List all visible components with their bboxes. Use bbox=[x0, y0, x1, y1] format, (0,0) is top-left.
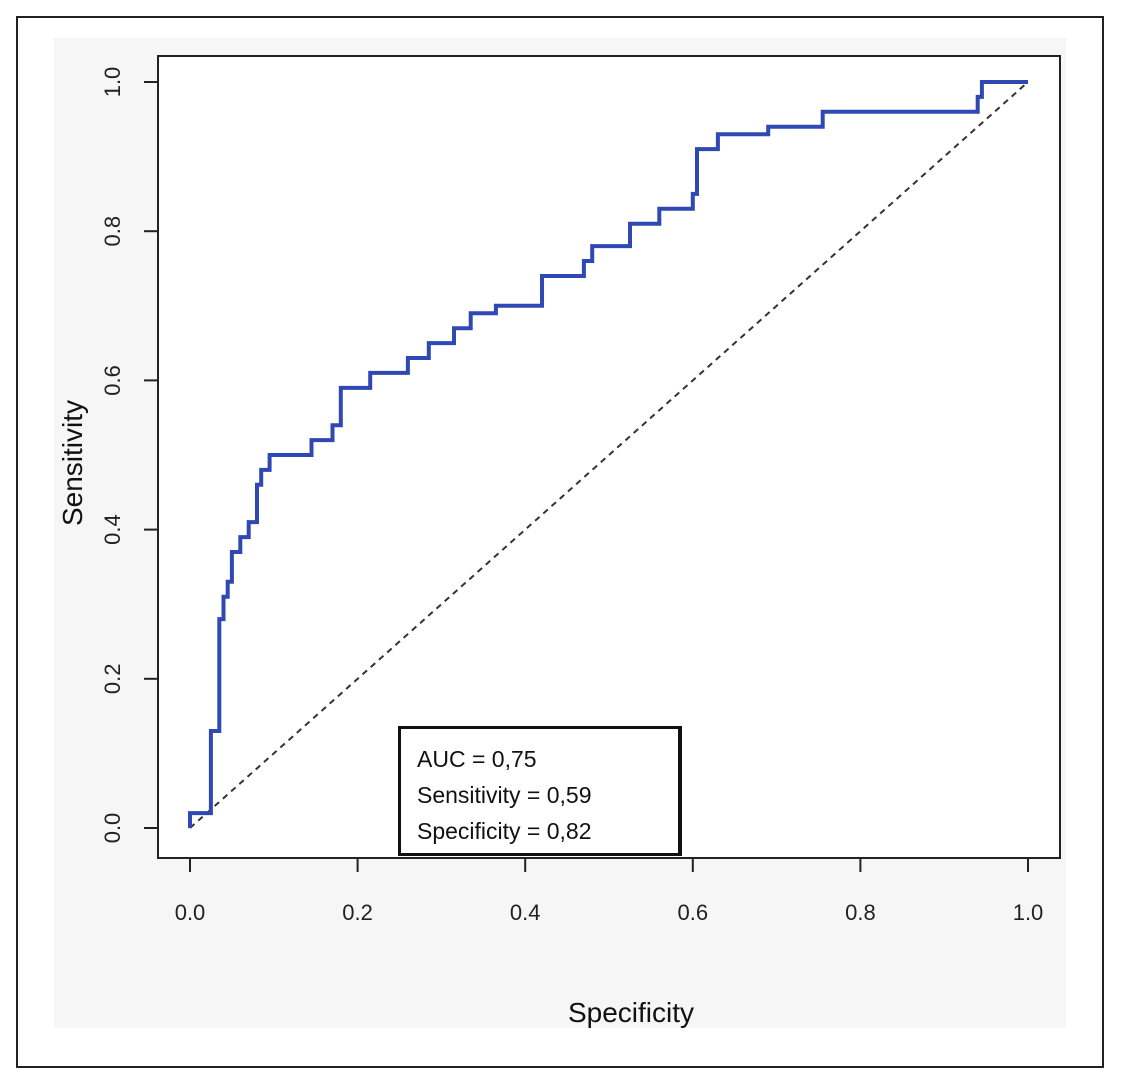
y-tick-label: 0.8 bbox=[100, 216, 125, 247]
x-tick-label: 0.2 bbox=[342, 900, 373, 925]
specificity-text: Specificity = 0,82 bbox=[417, 818, 592, 844]
axes: 0.0 0.2 0.4 0.6 0.8 1.0 0.0 0.2 0.4 0.6 0.8 1.0 bbox=[100, 67, 1043, 925]
y-tick-label: 0.0 bbox=[100, 813, 125, 844]
sensitivity-text: Sensitivity = 0,59 bbox=[417, 782, 592, 808]
auc-text: AUC = 0,75 bbox=[417, 746, 537, 772]
y-axis-title: Sensitivity bbox=[57, 400, 88, 526]
x-axis-title: Specificity bbox=[568, 997, 694, 1028]
x-tick-label: 0.8 bbox=[845, 900, 876, 925]
roc-curve-line bbox=[188, 80, 1028, 828]
x-tick-label: 0.0 bbox=[175, 900, 206, 925]
x-tick-label: 1.0 bbox=[1013, 900, 1044, 925]
y-tick-label: 0.4 bbox=[100, 514, 125, 545]
x-tick-label: 0.4 bbox=[510, 900, 541, 925]
y-tick-label: 0.2 bbox=[100, 664, 125, 695]
metrics-annotation-box: AUC = 0,75 Sensitivity = 0,59 Specificit… bbox=[398, 726, 682, 856]
x-tick-label: 0.6 bbox=[678, 900, 709, 925]
y-tick-label: 0.6 bbox=[100, 365, 125, 396]
y-tick-label: 1.0 bbox=[100, 67, 125, 98]
